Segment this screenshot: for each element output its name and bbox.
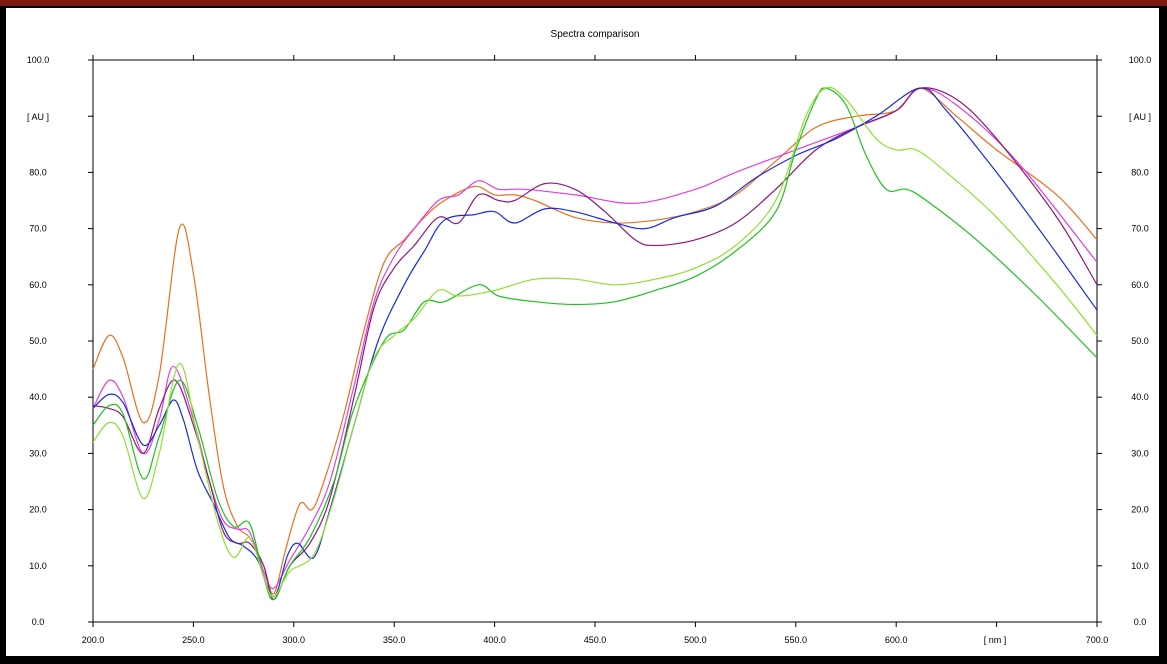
y-tick-label-right: 60.0: [1131, 280, 1149, 290]
y-tick-label-right: 70.0: [1131, 224, 1149, 234]
axes: 200.0 250.0 300.0 350.0 400.0 450.0 500.0 550.0…: [27, 55, 1152, 645]
x-tick-label: 400.0: [483, 635, 506, 645]
x-tick-label: 300.0: [283, 635, 306, 645]
x-tick-label: 700.0: [1086, 635, 1109, 645]
x-tick-label: 600.0: [885, 635, 908, 645]
y-tick-label-right: 20.0: [1131, 505, 1149, 515]
y-tick-label-left: 20.0: [29, 505, 47, 515]
y-tick-label-left: 80.0: [29, 167, 47, 177]
y-tick-label-right: 50.0: [1131, 336, 1149, 346]
y-tick-label-left: 10.0: [29, 561, 47, 571]
y-tick-label-left: 30.0: [29, 448, 47, 458]
window-top-bar: [0, 0, 1167, 6]
x-tick-label: 450.0: [584, 635, 607, 645]
x-tick-label: 500.0: [684, 635, 707, 645]
x-tick-label: 250.0: [182, 635, 205, 645]
y-tick-label-right: 40.0: [1131, 392, 1149, 402]
y-tick-label-right: 30.0: [1131, 448, 1149, 458]
y-axis-label-right: [ AU ]: [1129, 112, 1151, 122]
series-line-5: [92, 87, 1098, 601]
y-tick-label-right: 80.0: [1131, 167, 1149, 177]
y-tick-label-left: 0.0: [32, 617, 45, 627]
y-tick-label-left: 50.0: [29, 336, 47, 346]
x-tick-label: 350.0: [383, 635, 406, 645]
y-tick-label-right: 10.0: [1131, 561, 1149, 571]
y-tick-label-left: 60.0: [29, 280, 47, 290]
y-tick-label-left: 100.0: [27, 55, 50, 65]
series-line-2: [92, 87, 1098, 590]
chart-title: Spectra comparison: [551, 29, 640, 40]
series-line-1: [92, 87, 1098, 595]
series-line-3: [92, 87, 1098, 601]
series-line-4: [92, 87, 1098, 598]
x-tick-label: 550.0: [785, 635, 808, 645]
y-tick-label-right: 100.0: [1129, 55, 1152, 65]
y-tick-label-right: 0.0: [1134, 617, 1147, 627]
x-axis-label: [ nm ]: [984, 635, 1007, 645]
series-lines: [92, 86, 1098, 601]
y-tick-label-left: 40.0: [29, 392, 47, 402]
x-tick-label: 200.0: [82, 635, 105, 645]
y-tick-label-left: 70.0: [29, 224, 47, 234]
series-line-6: [92, 86, 1098, 598]
y-axis-label-left: [ AU ]: [27, 112, 49, 122]
